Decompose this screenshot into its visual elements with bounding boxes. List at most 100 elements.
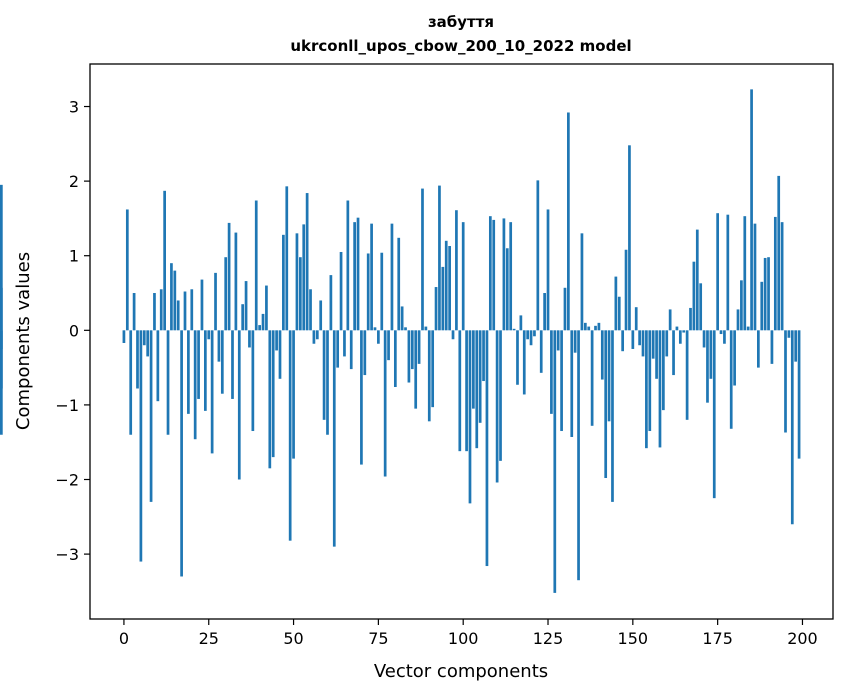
- bar: [254, 200, 258, 331]
- bar: [224, 257, 228, 331]
- bar: [180, 330, 183, 577]
- bar: [495, 330, 499, 483]
- bar: [122, 330, 126, 343]
- bar: [132, 293, 136, 331]
- bar: [753, 223, 757, 331]
- bar: [183, 291, 187, 331]
- x-tick-label: 50: [283, 629, 303, 648]
- bar: [665, 330, 669, 357]
- bar: [716, 213, 720, 331]
- bar: [414, 330, 418, 409]
- bar: [583, 322, 587, 331]
- bar: [726, 214, 730, 331]
- bar: [692, 261, 696, 331]
- bar: [757, 330, 760, 368]
- bar: [227, 222, 231, 331]
- bar: [678, 330, 682, 344]
- x-tick-label: 150: [618, 629, 649, 648]
- bar: [553, 330, 557, 593]
- bar: [448, 246, 451, 331]
- bar: [258, 325, 261, 331]
- bar: [702, 330, 706, 348]
- bar: [468, 330, 472, 504]
- y-tick-label: −2: [55, 471, 79, 490]
- bar: [770, 330, 774, 364]
- bar: [651, 330, 655, 359]
- bar: [478, 330, 482, 423]
- bar: [699, 283, 703, 331]
- bar: [614, 276, 618, 331]
- bar: [529, 330, 533, 346]
- x-tick-label: 175: [702, 629, 733, 648]
- bar: [668, 309, 672, 331]
- bar: [207, 330, 211, 340]
- bar: [417, 330, 421, 364]
- plot-frame: [89, 63, 834, 620]
- bar: [176, 300, 180, 331]
- bar: [163, 190, 166, 331]
- bar: [621, 330, 625, 352]
- bar: [142, 330, 146, 346]
- bar: [458, 330, 462, 452]
- bar: [628, 145, 631, 331]
- x-tick-label: 125: [533, 629, 564, 648]
- bar: [173, 270, 177, 331]
- bar: [750, 89, 753, 331]
- bar: [410, 330, 414, 370]
- bar: [546, 209, 550, 331]
- bar: [431, 330, 435, 408]
- bar: [146, 330, 150, 357]
- bar: [499, 330, 502, 461]
- chart-title: забуття: [428, 13, 494, 31]
- x-tick-label: 25: [199, 629, 219, 648]
- bar: [682, 330, 686, 333]
- bar: [539, 330, 543, 373]
- bar: [153, 293, 156, 331]
- bar: [577, 330, 580, 581]
- bar: [424, 326, 428, 331]
- bar: [790, 330, 794, 525]
- bar: [0, 330, 3, 435]
- bar: [567, 112, 570, 331]
- x-tick-label: 0: [119, 629, 129, 648]
- bar: [397, 237, 401, 331]
- bar: [475, 330, 479, 449]
- bar: [675, 326, 679, 331]
- bar: [451, 330, 455, 340]
- bar: [604, 330, 608, 479]
- bar: [400, 306, 404, 331]
- bar: [441, 266, 445, 331]
- bar: [387, 330, 390, 361]
- bar: [288, 330, 292, 541]
- bar: [356, 217, 360, 331]
- bar: [492, 219, 496, 331]
- bar: [434, 287, 438, 331]
- x-tick-label: 75: [368, 629, 388, 648]
- bar: [777, 175, 781, 331]
- x-axis: 0 25 50 75 100 125 150 175 200: [119, 619, 818, 648]
- bar: [407, 330, 411, 383]
- bar: [509, 222, 513, 331]
- bar: [550, 330, 553, 414]
- bar: [159, 289, 163, 331]
- bar: [502, 218, 506, 331]
- bar: [709, 330, 713, 379]
- bar: [597, 322, 601, 331]
- bar: [234, 232, 238, 331]
- bar: [488, 216, 492, 331]
- y-tick-label: 3: [69, 98, 79, 117]
- bar: [339, 251, 343, 331]
- x-axis-label: Vector components: [374, 661, 548, 682]
- bar: [587, 326, 591, 331]
- bar: [580, 233, 584, 331]
- bar: [536, 180, 540, 331]
- bar: [210, 330, 214, 454]
- bar: [767, 257, 770, 331]
- bar: [346, 200, 350, 331]
- bar: [282, 234, 285, 331]
- bar: [0, 184, 3, 331]
- bar: [526, 330, 530, 340]
- bar: [600, 330, 604, 380]
- bar: [740, 280, 743, 331]
